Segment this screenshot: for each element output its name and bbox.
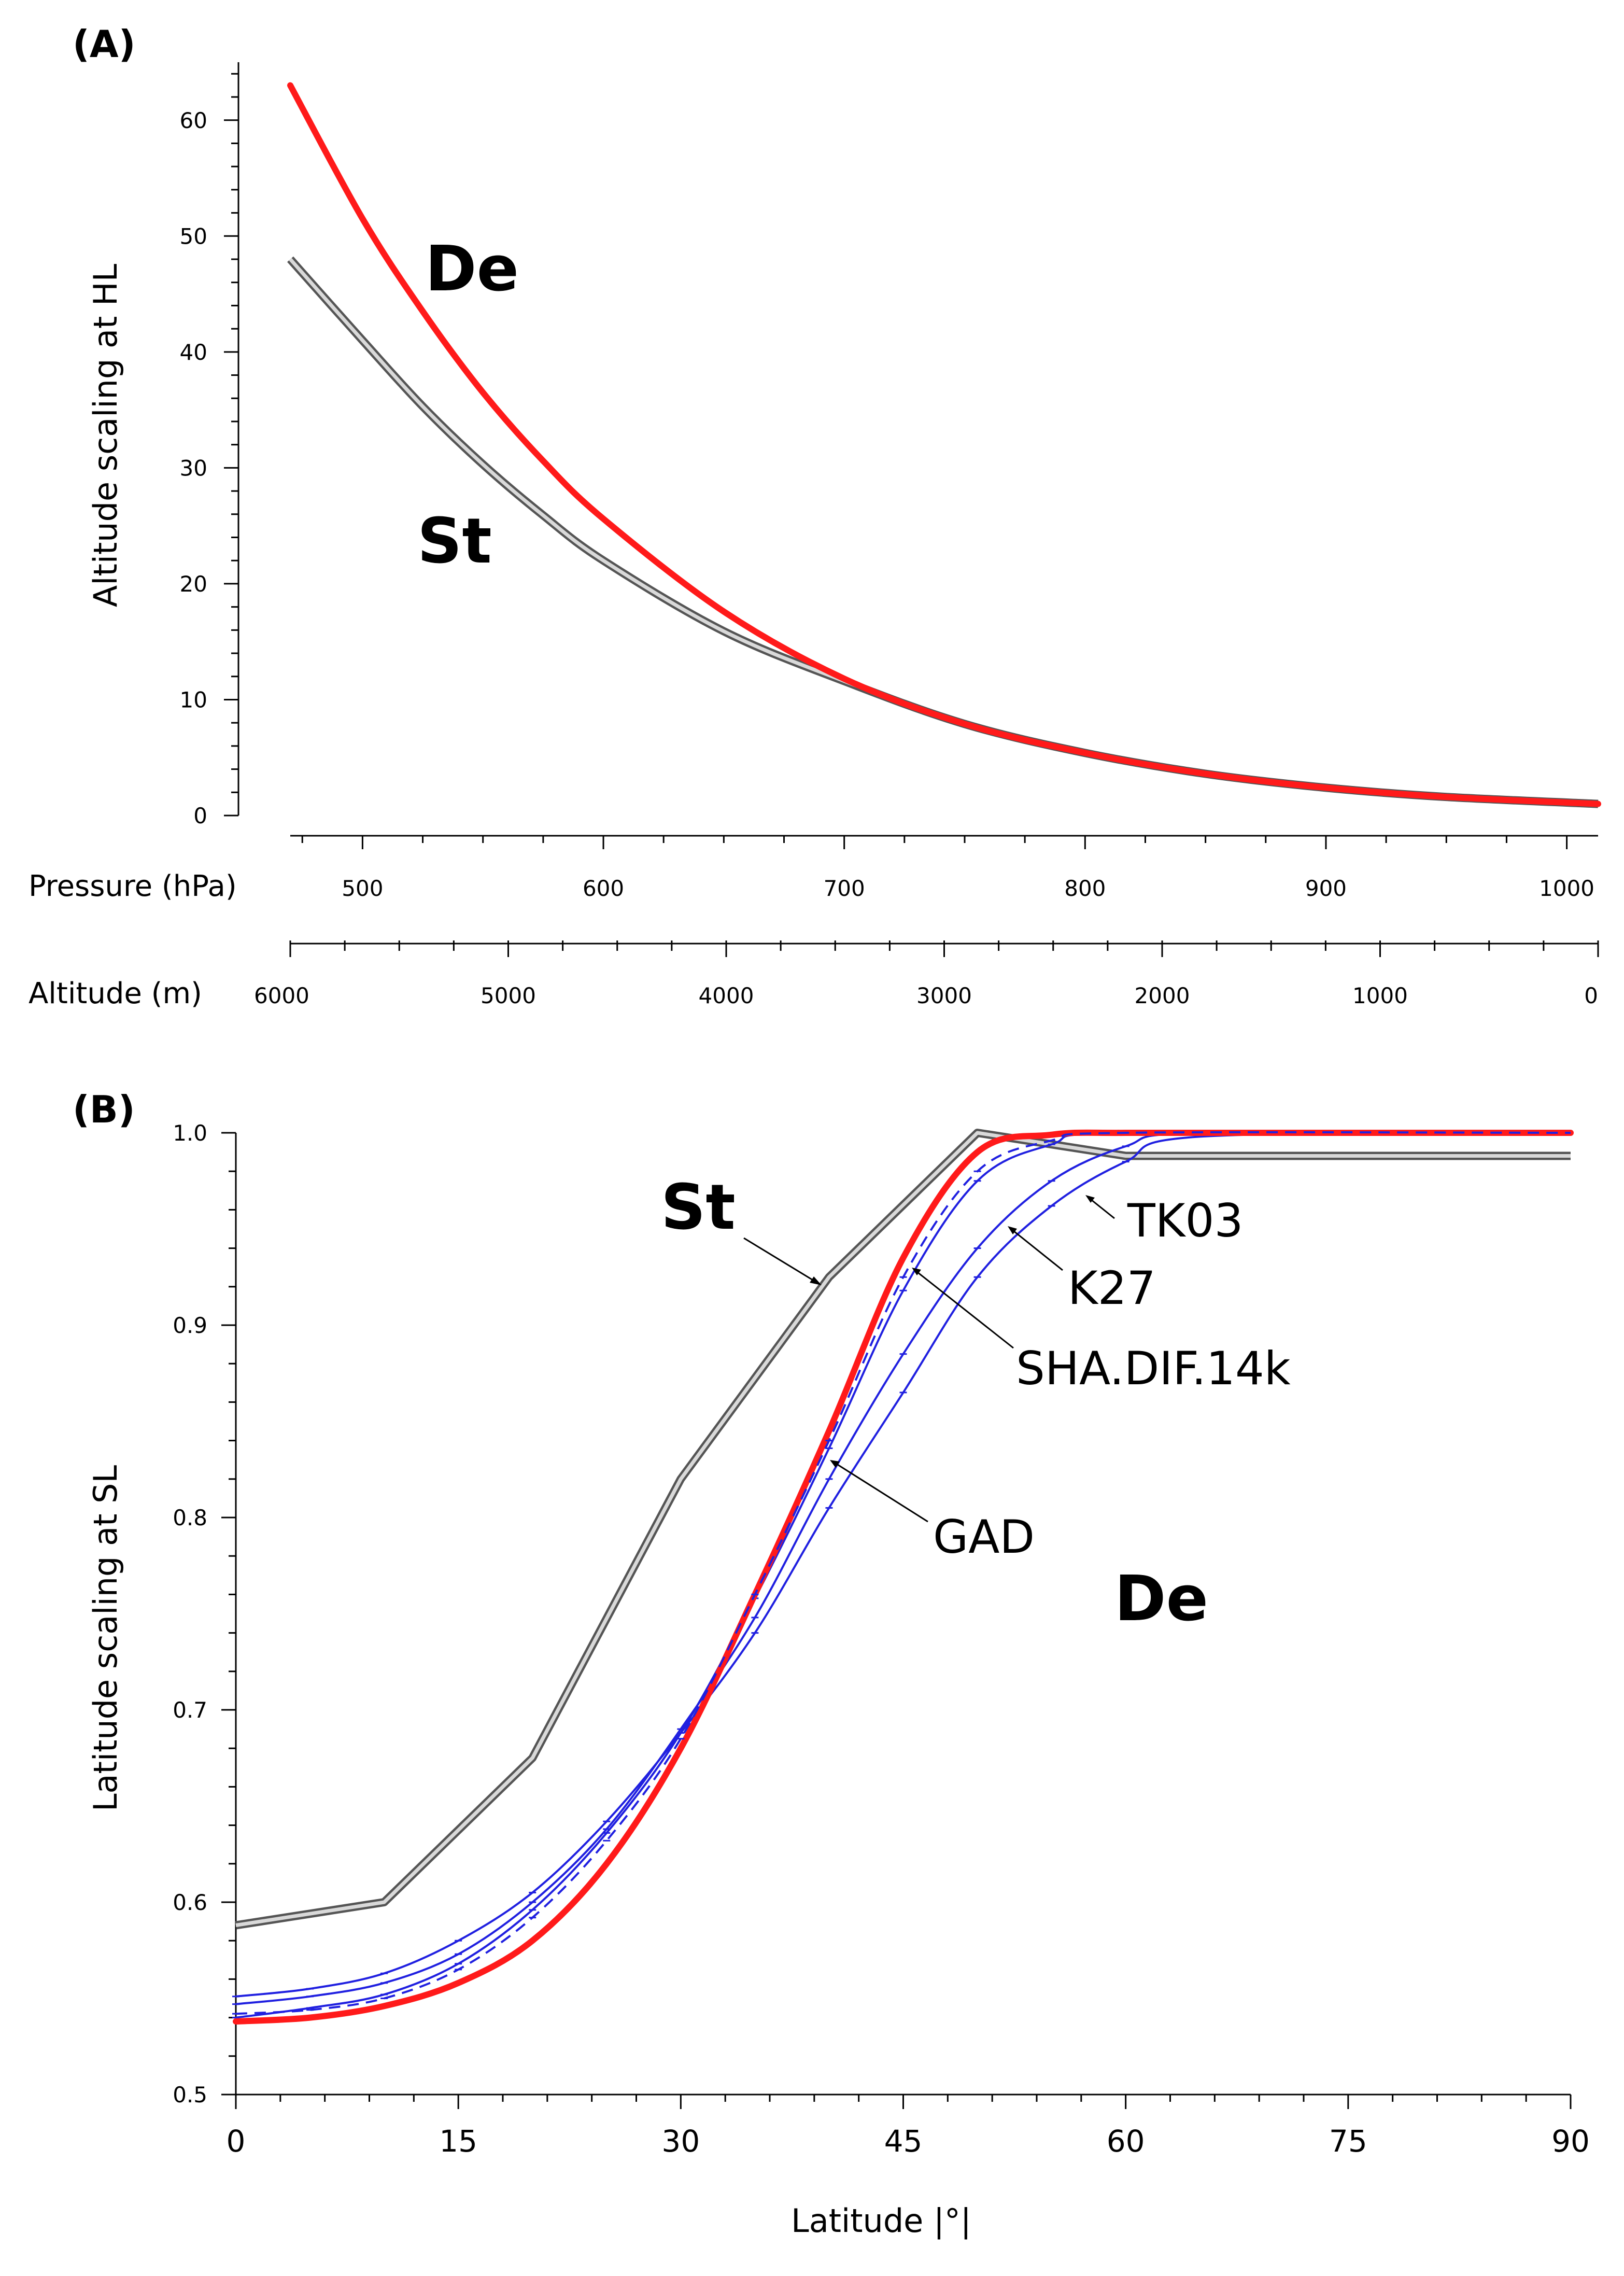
panel-a: (A) 0 10 20 30 40 50 60 Altitude scaling at HL… (29, 22, 1601, 1010)
panel-a-y-tick-40: 40 (180, 340, 207, 365)
panel-b-y-tick-1-0: 1.0 (173, 1120, 207, 1146)
panel-a-y-tick-0: 0 (193, 803, 207, 828)
series-sha-dif-14k-line (235, 1131, 1571, 2019)
altitude-tick-5000: 5000 (481, 983, 536, 1008)
pressure-tick-1000: 1000 (1539, 876, 1594, 901)
pressure-axis-label: Pressure (hPa) (29, 869, 237, 903)
panel-a-y-tick-20: 20 (180, 571, 207, 597)
panel-b-tag: (B) (73, 1088, 135, 1131)
panel-b-label-st: St (661, 1172, 736, 1244)
label-sha-dif-14k: SHA.DIF.14k (1016, 1342, 1291, 1395)
annotation-arrowheads (810, 1195, 1095, 1468)
series-tk03-line (235, 1132, 1571, 1998)
panel-b-y-tick-0-6: 0.6 (173, 1890, 207, 1915)
series-k27-line (235, 1131, 1571, 2005)
panel-a-y-axis: 0 10 20 30 40 50 60 (180, 62, 239, 828)
pressure-tick-600: 600 (583, 876, 624, 901)
panel-a-label-st: St (417, 505, 492, 578)
series-st-line (235, 1131, 1571, 1927)
panel-b-x-tick-75: 75 (1329, 2124, 1367, 2159)
altitude-tick-1000: 1000 (1352, 983, 1408, 1008)
panel-a-tag: (A) (73, 22, 136, 66)
arrow-gad (833, 1461, 928, 1523)
pressure-tick-700: 700 (824, 876, 865, 901)
panel-b-label-de: De (1114, 1563, 1208, 1635)
panel-b-y-tick-0-5: 0.5 (173, 2082, 207, 2108)
label-k27: K27 (1068, 1261, 1156, 1315)
altitude-axis: 6000 5000 4000 3000 2000 1000 0 (254, 940, 1599, 1008)
panel-b-y-axis: 0.5 0.6 0.7 0.8 0.9 1.0 (173, 1120, 237, 2108)
panel-b-x-tick-60: 60 (1107, 2124, 1145, 2159)
series-de-line (287, 82, 1601, 807)
panel-b-y-tick-0-8: 0.8 (173, 1505, 207, 1530)
altitude-tick-4000: 4000 (699, 983, 754, 1008)
arrow-st (743, 1237, 818, 1284)
panel-a-y-tick-10: 10 (180, 687, 207, 712)
label-gad: GAD (933, 1510, 1035, 1564)
arrowhead-sha (912, 1268, 921, 1275)
panel-b-y-tick-0-7: 0.7 (173, 1697, 207, 1723)
arrow-sha (914, 1269, 1014, 1349)
altitude-tick-0: 0 (1584, 983, 1598, 1008)
panel-a-label-de: De (425, 233, 519, 305)
panel-a-y-tick-50: 50 (180, 223, 207, 249)
altitude-tick-2000: 2000 (1135, 983, 1190, 1008)
panel-b-x-tick-45: 45 (884, 2124, 923, 2159)
panel-b-x-axis: 0 15 30 45 60 75 90 (227, 2094, 1590, 2159)
pressure-tick-900: 900 (1305, 876, 1347, 901)
altitude-tick-3000: 3000 (916, 983, 972, 1008)
arrowhead-k27 (1008, 1226, 1017, 1234)
panel-b-x-tick-30: 30 (661, 2124, 700, 2159)
panel-b-series (232, 1129, 1574, 2025)
panel-b-y-label: Latitude scaling at SL (87, 1465, 124, 1811)
pressure-axis: 500 600 700 800 900 1000 (290, 835, 1598, 901)
panel-a-y-label: Altitude scaling at HL (87, 263, 124, 607)
arrowhead-tk03 (1085, 1195, 1095, 1203)
panel-b-y-tick-0-9: 0.9 (173, 1313, 207, 1338)
arrow-k27 (1010, 1228, 1063, 1271)
panel-b-x-tick-0: 0 (227, 2124, 246, 2159)
pressure-tick-500: 500 (342, 876, 383, 901)
label-tk03: TK03 (1127, 1194, 1243, 1247)
altitude-tick-6000: 6000 (254, 983, 309, 1008)
panel-b-x-label: Latitude |°| (791, 2202, 971, 2240)
series-gad-line (235, 1131, 1571, 2015)
altitude-axis-label: Altitude (m) (29, 977, 202, 1010)
panel-b-x-tick-90: 90 (1551, 2124, 1590, 2159)
arrowhead-st (810, 1276, 822, 1285)
series-de-line (233, 1129, 1574, 2025)
panel-a-y-tick-30: 30 (180, 455, 207, 481)
panel-a-series (287, 82, 1601, 808)
arrow-tk03 (1088, 1197, 1115, 1219)
panel-b-x-tick-15: 15 (439, 2124, 477, 2159)
pressure-tick-800: 800 (1064, 876, 1106, 901)
panel-a-y-tick-60: 60 (180, 108, 207, 133)
annotation-arrows (743, 1197, 1115, 1523)
arrowhead-gad (830, 1460, 840, 1468)
panel-b: (B) 0.5 0.6 0.7 0.8 0.9 1.0 0 15 30 45 60 75 90 Lat… (73, 1088, 1590, 2240)
